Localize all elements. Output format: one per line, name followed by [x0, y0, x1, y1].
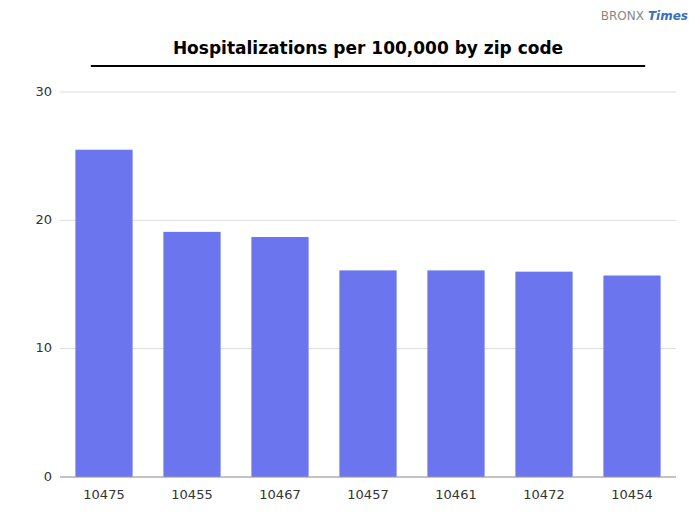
y-tick-label: 0: [44, 469, 52, 484]
bar: [427, 270, 484, 477]
grid: [60, 92, 676, 477]
x-tick-label: 10455: [171, 487, 212, 502]
bar: [339, 270, 396, 477]
x-tick-label: 10475: [83, 487, 124, 502]
bar: [603, 276, 660, 477]
title-underline: [91, 65, 645, 67]
bar: [515, 272, 572, 477]
bar: [251, 237, 308, 477]
bar: [163, 232, 220, 477]
x-tick-label: 10467: [259, 487, 300, 502]
grid-line: [60, 92, 676, 93]
y-tick-label: 10: [35, 340, 52, 355]
grid-line: [60, 477, 676, 478]
bars: [75, 150, 660, 477]
watermark: BRONX Times: [601, 9, 688, 23]
chart: 0102030104751045510467104571046110472104…: [0, 0, 700, 525]
x-tick-label: 10454: [611, 487, 652, 502]
page: {"chart_data": {"type": "bar", "title": …: [0, 0, 700, 525]
x-tick-label: 10457: [347, 487, 388, 502]
title: Hospitalizations per 100,000 by zip code: [173, 38, 563, 58]
bar: [75, 150, 132, 477]
y-tick-label: 30: [35, 84, 52, 99]
y-tick-label: 20: [35, 212, 52, 227]
y-axis: 0 10 20 30: [35, 84, 52, 484]
watermark-part: Times: [648, 9, 688, 23]
chart-container: 0102030104751045510467104571046110472104…: [0, 0, 700, 525]
watermark-part: BRONX: [601, 9, 644, 23]
grid-line: [60, 220, 676, 221]
x-tick-label: 10461: [435, 487, 476, 502]
x-axis-line: [60, 477, 676, 478]
x-axis: 10475 10455 10467 10457 10461 10472 10454: [83, 487, 652, 502]
x-tick-label: 10472: [523, 487, 564, 502]
